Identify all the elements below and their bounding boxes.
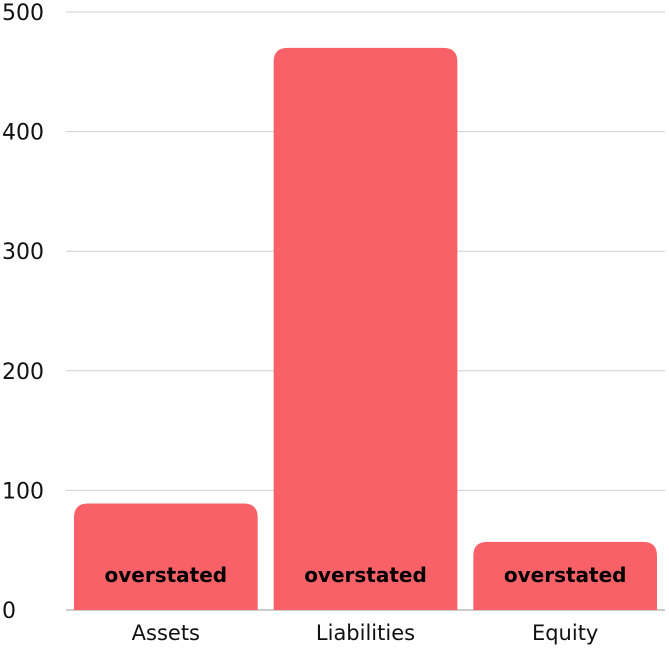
- y-tick-label: 400: [2, 121, 44, 146]
- x-category-label: Assets: [132, 621, 200, 645]
- y-tick-label: 0: [2, 599, 16, 624]
- bar-data-label: overstated: [304, 563, 427, 587]
- bar-data-label: overstated: [504, 563, 627, 587]
- y-axis-ticks: 0 100 200 300 400 500: [2, 1, 44, 624]
- bar-equity: [473, 541, 658, 610]
- x-axis-categories: Assets Liabilities Equity: [132, 621, 599, 645]
- y-tick-label: 300: [2, 240, 44, 265]
- y-tick-label: 200: [2, 360, 44, 385]
- bar-liabilities: [273, 47, 458, 610]
- y-tick-label: 500: [2, 1, 44, 26]
- bar-data-labels: overstated overstated overstated: [105, 563, 627, 587]
- y-tick-label: 100: [2, 479, 44, 504]
- bars: [73, 47, 658, 610]
- bar-data-label: overstated: [105, 563, 228, 587]
- x-category-label: Equity: [532, 621, 598, 645]
- bar-assets: [73, 503, 258, 610]
- x-category-label: Liabilities: [316, 621, 415, 645]
